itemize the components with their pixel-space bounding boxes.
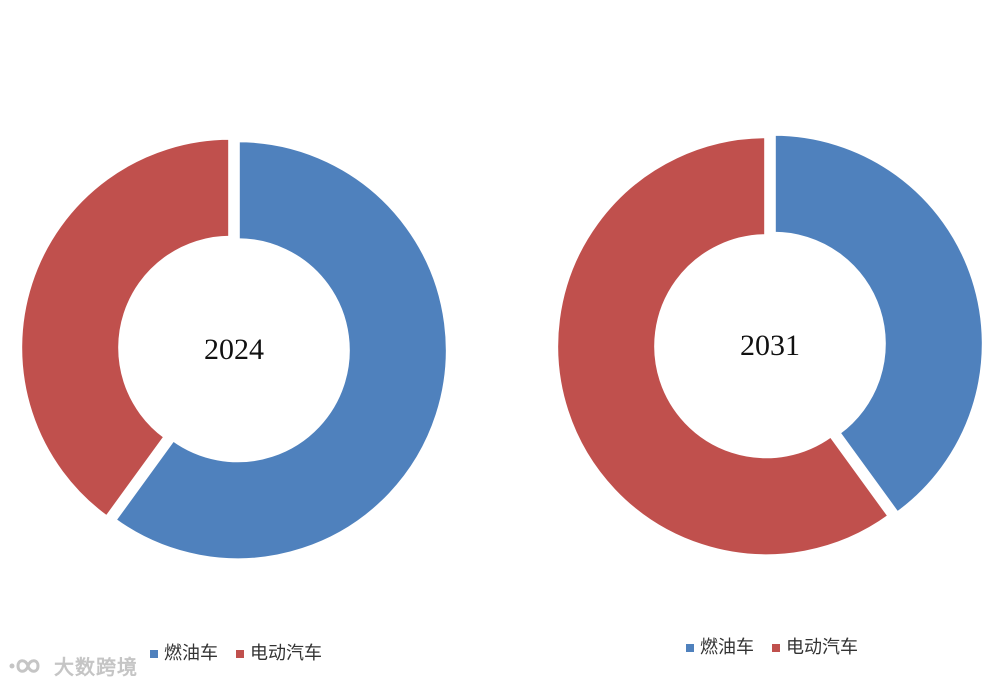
center-label: 2024 [204, 333, 264, 366]
legend-label-燃油车: 燃油车 [700, 637, 754, 658]
infinity-logo-icon [9, 658, 40, 673]
legend: 燃油车 电动汽车 [686, 637, 858, 658]
slice-燃油车 [111, 138, 450, 563]
legend: 燃油车 电动汽车 [150, 643, 322, 664]
legend-label-电动汽车: 电动汽车 [786, 637, 858, 658]
watermark-text: 大数跨境 [54, 655, 138, 679]
legend-swatch-燃油车 [150, 650, 158, 658]
center-label: 2031 [740, 329, 800, 362]
donut-chart-2024: 2024 燃油车 电动汽车 [18, 135, 450, 664]
donut-chart-2031: 2031 燃油车 电动汽车 [554, 131, 986, 658]
legend-swatch-电动汽车 [772, 644, 780, 652]
legend-label-燃油车: 燃油车 [164, 643, 218, 664]
legend-swatch-电动汽车 [236, 650, 244, 658]
slice-电动汽车 [18, 135, 233, 521]
slice-电动汽车 [554, 134, 893, 559]
slice-燃油车 [771, 131, 986, 517]
legend-label-电动汽车: 电动汽车 [250, 643, 322, 664]
legend-swatch-燃油车 [686, 644, 694, 652]
watermark: 大数跨境 [8, 651, 138, 680]
